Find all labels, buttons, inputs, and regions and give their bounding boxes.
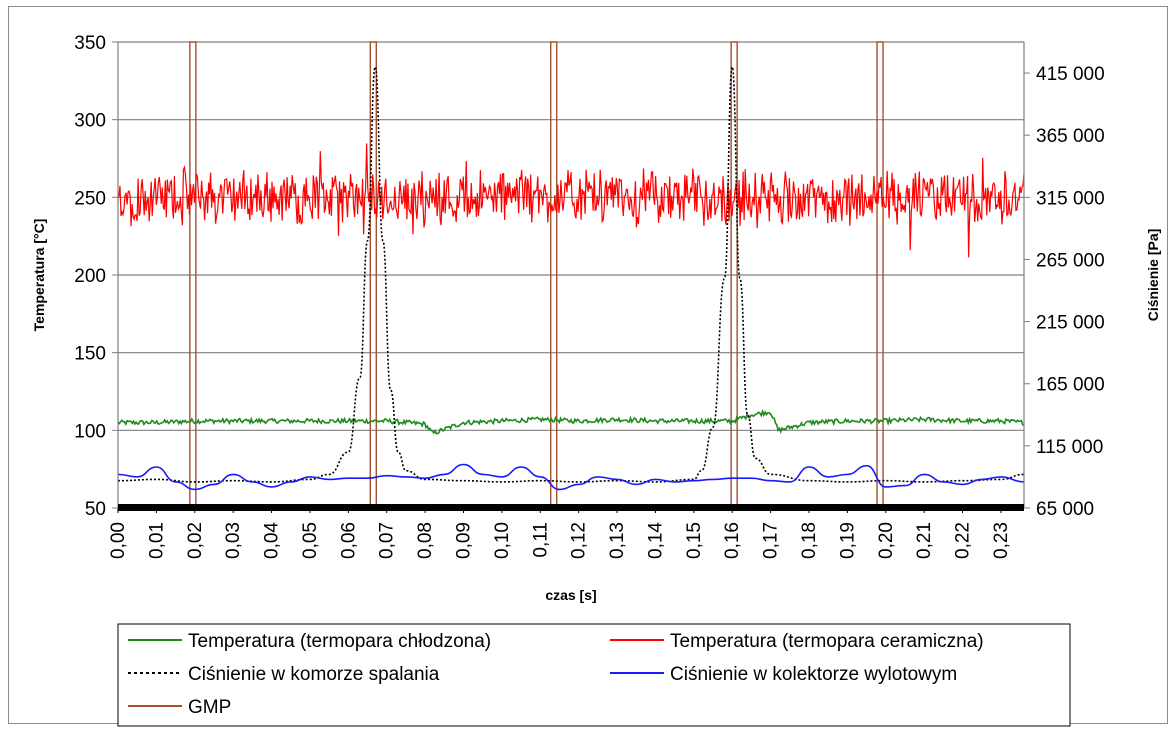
legend-box bbox=[117, 623, 1071, 727]
x-tick-label: 0,13 bbox=[607, 522, 628, 559]
x-tick-label: 0,23 bbox=[991, 522, 1012, 559]
x-tick-label: 0,01 bbox=[146, 522, 167, 559]
x-tick-label: 0,19 bbox=[837, 522, 858, 559]
y-right-tick-label: 165 000 bbox=[1036, 375, 1105, 396]
legend-label: Temperatura (termopara ceramiczna) bbox=[670, 631, 984, 652]
series-line-1 bbox=[117, 143, 1025, 258]
x-tick-label: 0,21 bbox=[914, 522, 935, 559]
x-tick-label: 0,05 bbox=[300, 522, 321, 559]
x-tick-label: 0,03 bbox=[223, 522, 244, 559]
x-tick-label: 0,04 bbox=[262, 522, 283, 559]
y-left-tick-label: 100 bbox=[74, 421, 106, 442]
legend: Temperatura (termopara chłodzona) Tempera… bbox=[117, 623, 1071, 727]
legend-label: Temperatura (termopara chłodzona) bbox=[188, 631, 491, 652]
x-tick-label: 0,14 bbox=[645, 522, 666, 559]
axes-group bbox=[117, 42, 1025, 511]
series-line-0 bbox=[117, 408, 1025, 435]
x-axis-label: czas [s] bbox=[545, 587, 596, 603]
x-tick-label: 0,22 bbox=[953, 522, 974, 559]
x-tick-label: 0,08 bbox=[415, 522, 436, 559]
y-left-tick-label: 200 bbox=[74, 266, 106, 287]
chart-frame bbox=[8, 6, 1168, 724]
series-line-3 bbox=[117, 463, 1025, 491]
x-tick-label: 0,09 bbox=[454, 522, 475, 559]
y-left-tick-label: 250 bbox=[74, 188, 106, 209]
x-tick-label: 0,18 bbox=[799, 522, 820, 559]
x-tick-label: 0,00 bbox=[108, 522, 129, 559]
y-right-tick-label: 215 000 bbox=[1036, 313, 1105, 334]
series-group bbox=[117, 66, 1025, 491]
x-tick-label: 0,06 bbox=[338, 522, 359, 559]
x-tick-label: 0,07 bbox=[377, 522, 398, 559]
y-right-tick-label: 65 000 bbox=[1036, 499, 1094, 520]
series-line-2 bbox=[117, 66, 1025, 483]
y-left-tick-label: 50 bbox=[85, 499, 106, 520]
legend-label: GMP bbox=[188, 697, 231, 718]
x-tick-label: 0,16 bbox=[722, 522, 743, 559]
grid-lines bbox=[118, 41, 1024, 509]
y-left-axis-label: Temperatura [°C] bbox=[31, 219, 47, 332]
x-tick-labels: 0,00 0,01 0,02 0,03 0,04 0,05 0,06 0,07 0,08 0,09… bbox=[108, 508, 1012, 559]
x-tick-label: 0,11 bbox=[530, 522, 551, 558]
legend-label: Ciśnienie w komorze spalania bbox=[188, 664, 440, 685]
y-right-tick-label: 115 000 bbox=[1036, 437, 1103, 458]
y-left-tick-labels: 50 100 150 200 250 300 350 bbox=[74, 33, 118, 520]
y-left-tick-label: 300 bbox=[74, 111, 106, 132]
x-tick-label: 0,10 bbox=[492, 522, 513, 559]
y-right-tick-label: 315 000 bbox=[1036, 188, 1105, 209]
legend-label: Ciśnienie w kolektorze wylotowym bbox=[670, 664, 957, 685]
y-right-tick-labels: 65 000 115 000 165 000 215 000 265 000 315 00… bbox=[1024, 64, 1105, 520]
y-left-tick-label: 150 bbox=[74, 344, 106, 365]
x-tick-label: 0,17 bbox=[761, 522, 782, 559]
y-right-axis-label: Ciśnienie [Pa] bbox=[1145, 229, 1161, 322]
y-left-tick-label: 350 bbox=[74, 33, 106, 54]
x-tick-label: 0,20 bbox=[876, 522, 897, 559]
x-tick-label: 0,15 bbox=[684, 522, 705, 559]
x-tick-label: 0,12 bbox=[569, 522, 590, 559]
x-tick-label: 0,02 bbox=[185, 522, 206, 559]
y-right-tick-label: 365 000 bbox=[1036, 126, 1105, 147]
y-right-tick-label: 265 000 bbox=[1036, 250, 1105, 271]
y-right-tick-label: 415 000 bbox=[1036, 64, 1105, 85]
x-axis-strip bbox=[118, 504, 1024, 511]
